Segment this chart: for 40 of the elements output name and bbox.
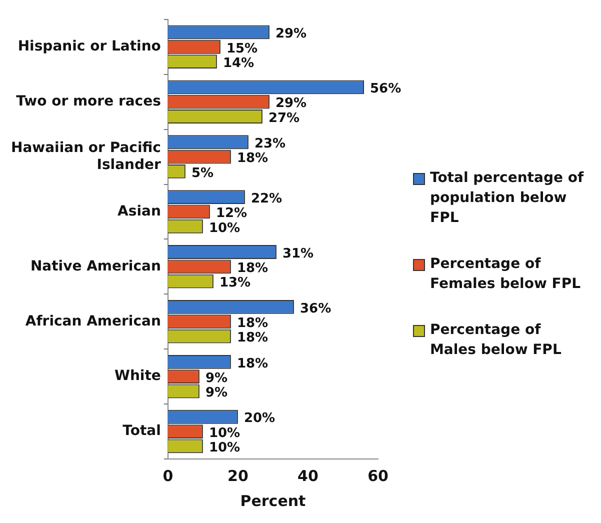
data-label: 36% [300,301,332,316]
data-label: 5% [191,166,214,181]
y-tick-label: White [114,368,161,384]
data-label: 18% [236,261,268,276]
y-tick-label: Two or more races [16,93,161,110]
data-label: 9% [205,370,228,386]
data-label: 20% [244,411,276,426]
data-label: 13% [219,276,251,291]
data-label: 56% [370,82,402,97]
y-tick-label: Native American [30,258,161,274]
data-label: 29% [275,96,307,112]
data-label: 18% [236,316,268,331]
data-label: 15% [226,41,258,56]
x-tick-label: 40 [298,466,318,485]
x-axis-title: Percent [240,492,306,510]
legend-label: Percentage of Males below FPL [430,321,562,360]
data-label: 10% [208,220,240,236]
data-label: 31% [282,246,314,262]
data-label: 23% [254,136,286,152]
x-tick-label: 60 [368,466,388,485]
y-tick-label: Hawaiian or Pacific Islander [10,140,162,173]
data-label: 9% [205,386,228,401]
y-tick-label: Asian [118,203,161,220]
data-label: 10% [208,440,240,456]
data-label: 12% [216,206,248,222]
x-tick-label: 0 [162,466,174,485]
data-label: 29% [275,26,307,42]
data-label: 10% [208,426,240,441]
data-label: 18% [236,356,268,372]
data-label: 18% [236,330,268,346]
y-tick-label: Hispanic or Latino [18,38,162,55]
data-label: 14% [222,56,254,71]
y-tick-label: Total [122,423,161,440]
data-label: 22% [250,191,282,206]
data-label: 27% [268,110,300,126]
legend-label: Percentage of Females below FPL [430,255,582,294]
legend-label: Total percentage of population below FPL [430,169,585,228]
x-tick-label: 20 [228,466,248,485]
data-label: 18% [236,151,268,166]
y-tick-label: African American [25,313,161,330]
